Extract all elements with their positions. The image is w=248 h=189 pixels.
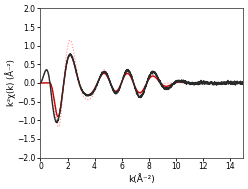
Y-axis label: k²χ(k) (Å⁻²): k²χ(k) (Å⁻²) [5, 60, 16, 106]
X-axis label: k(Å⁻²): k(Å⁻²) [128, 174, 155, 184]
